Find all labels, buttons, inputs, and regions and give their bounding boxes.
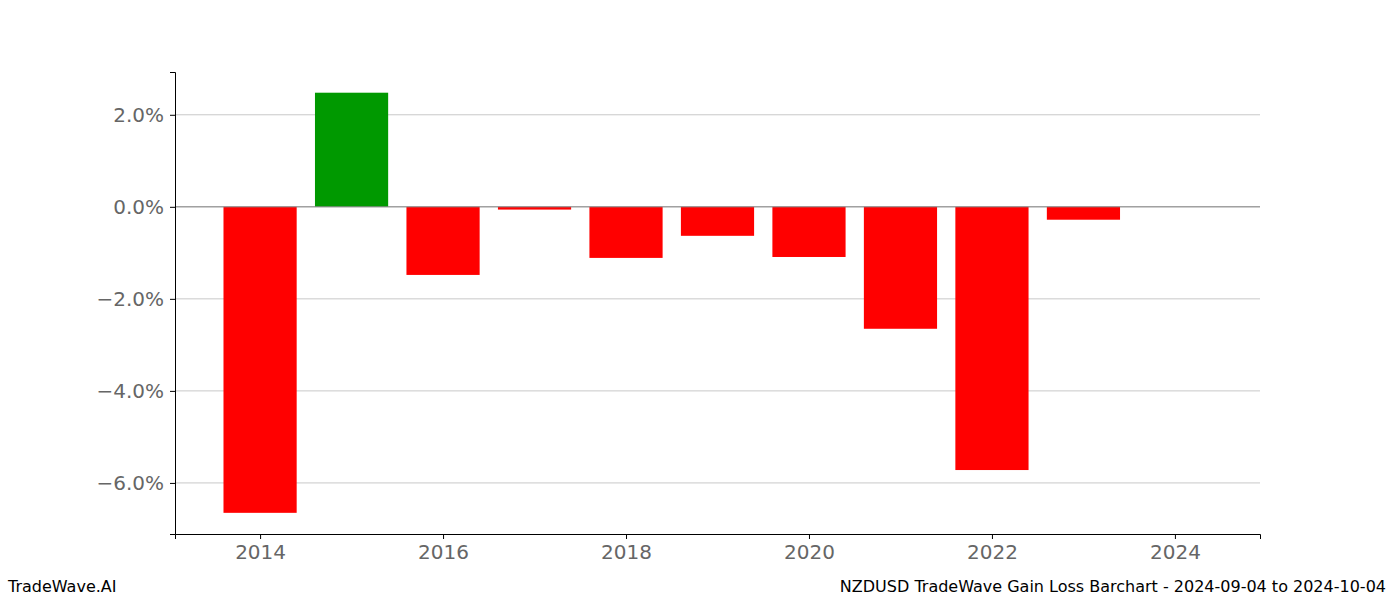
x-tick: 2024 [1150,534,1201,564]
y-tick-mark [170,483,175,484]
bar [1047,207,1120,220]
y-tick-mark [170,299,175,300]
bar [223,207,296,513]
x-tick-label: 2014 [235,540,286,564]
grid-line [175,390,1260,391]
x-tick-mark [992,534,993,539]
y-tick-label: −4.0% [96,379,164,403]
bar [681,207,754,236]
x-tick-mark [809,534,810,539]
grid-line [175,206,1260,207]
y-tick: −2.0% [96,287,175,311]
y-tick-label: −2.0% [96,287,164,311]
y-tick: −6.0% [96,471,175,495]
bars [223,93,1120,513]
y-tick: 2.0% [113,103,175,127]
y-tick: 0.0% [113,195,175,219]
x-tick: 2016 [418,534,469,564]
grid-line [175,482,1260,483]
x-axis-line [176,535,1261,540]
x-tick-label: 2018 [601,540,652,564]
x-tick-label: 2024 [1150,540,1201,564]
bar [955,207,1028,470]
bar [406,207,479,275]
y-tick-label: 0.0% [113,195,164,219]
y-axis: −6.0% −4.0% −2.0% 0.0% 2.0% [96,73,175,535]
x-tick-label: 2022 [967,540,1018,564]
x-tick-label: 2020 [784,540,835,564]
title: NZDUSD TradeWave Gain Loss Barchart - 20… [840,577,1386,596]
y-tick-label: 2.0% [113,103,164,127]
x-tick-mark [260,534,261,539]
chart: −6.0%−4.0%−2.0%0.0%2.0%20142016201820202… [0,0,1400,600]
x-tick: 2020 [784,534,835,564]
x-tick-mark [626,534,627,539]
bar [589,207,662,258]
x-tick: 2014 [235,534,286,564]
baseline [175,206,1260,207]
x-axis: 2014 2016 2018 2020 2022 2024 [176,534,1261,564]
x-tick: 2022 [967,534,1018,564]
x-tick-label: 2016 [418,540,469,564]
bar [315,93,388,207]
y-tick-mark [170,115,175,116]
annotation: TradeWave.AI [7,577,116,596]
x-tick: 2018 [601,534,652,564]
x-tick-mark [443,534,444,539]
y-axis-line [170,73,176,535]
y-tick-label: −6.0% [96,471,164,495]
y-tick-mark [170,207,175,208]
y-tick-mark [170,391,175,392]
bar [864,207,937,329]
grid-line [175,298,1260,299]
x-tick-mark [1175,534,1176,539]
bar [772,207,845,257]
y-tick: −4.0% [96,379,175,403]
